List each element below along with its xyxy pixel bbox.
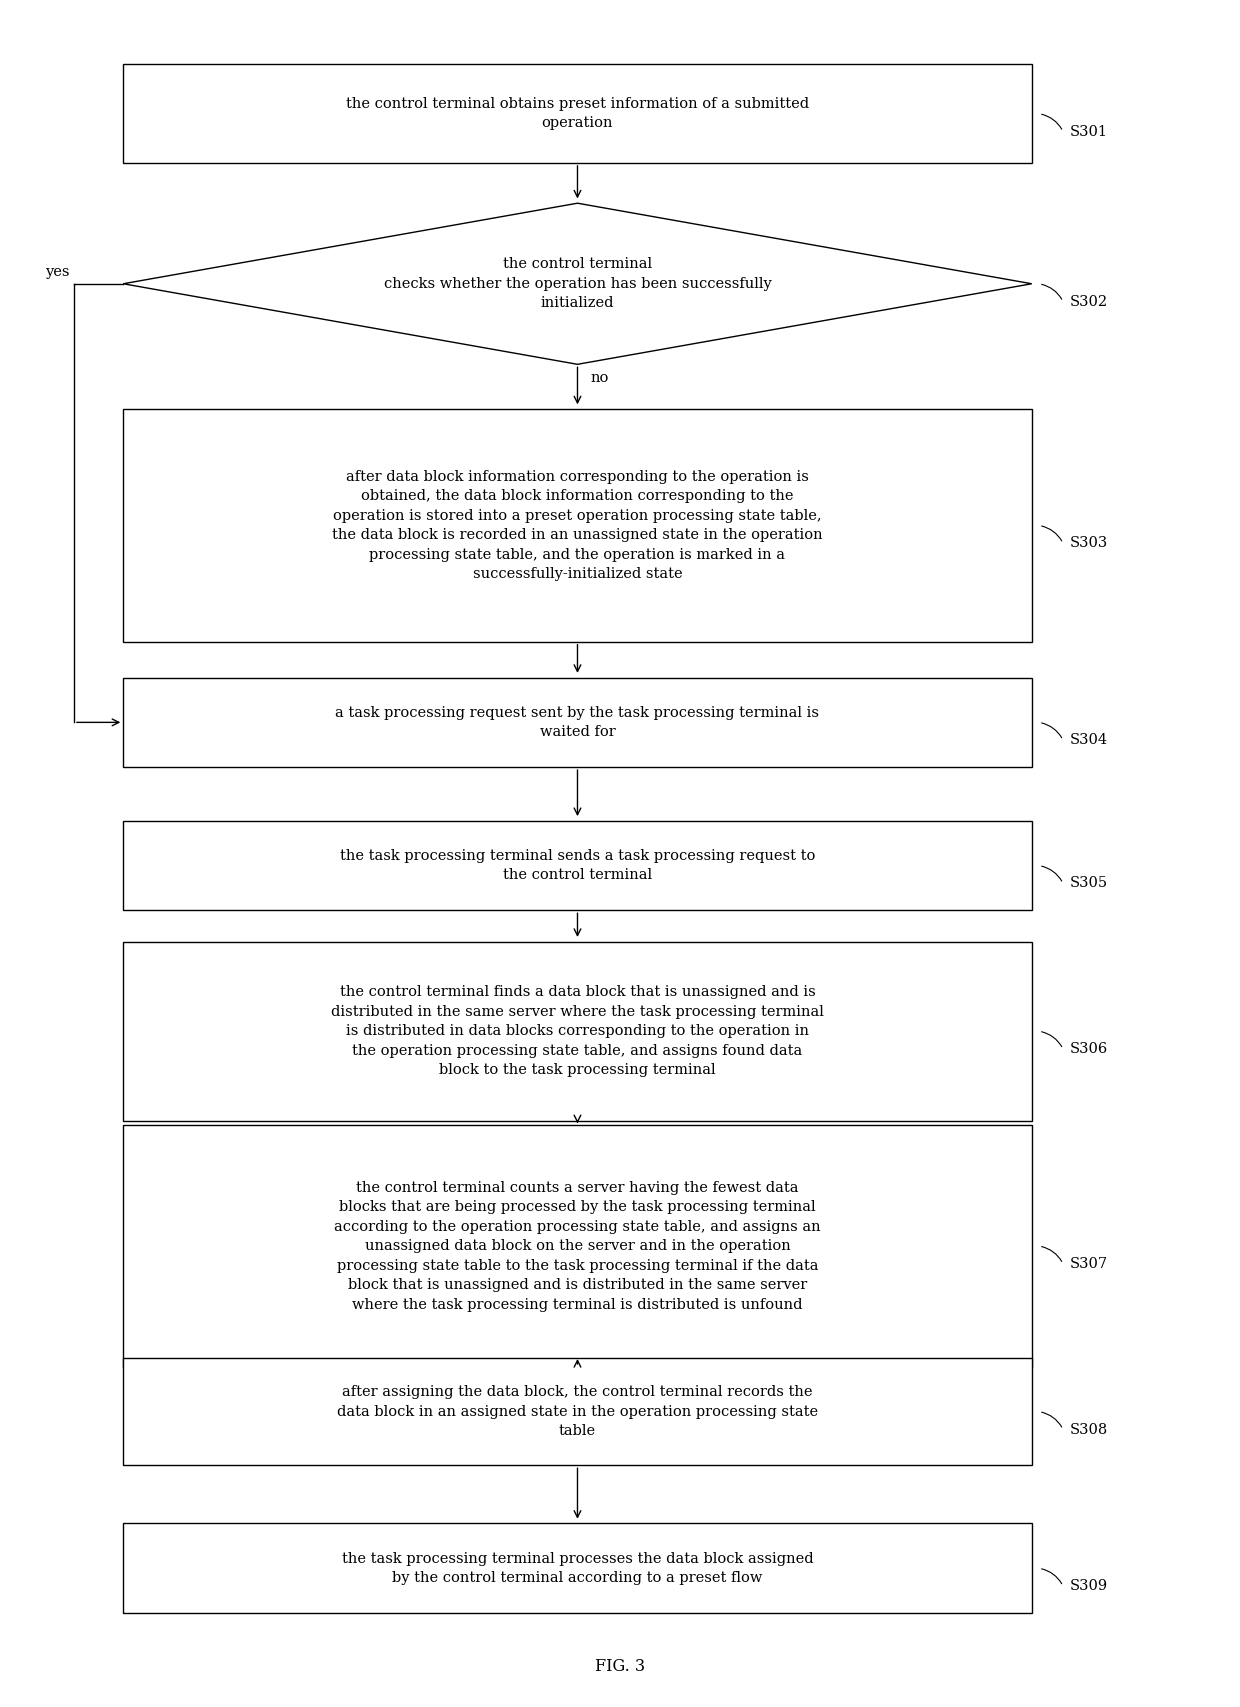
- Text: FIG. 3: FIG. 3: [595, 1657, 645, 1675]
- Text: the control terminal counts a server having the fewest data
blocks that are bein: the control terminal counts a server hav…: [334, 1181, 821, 1311]
- Text: the control terminal obtains preset information of a submitted
operation: the control terminal obtains preset info…: [346, 97, 808, 130]
- Text: after data block information corresponding to the operation is
obtained, the dat: after data block information correspondi…: [332, 469, 823, 580]
- Polygon shape: [123, 203, 1032, 364]
- Text: S306: S306: [1070, 1041, 1109, 1057]
- Bar: [123, 678, 1032, 766]
- Text: no: no: [591, 372, 609, 386]
- Bar: [123, 942, 1032, 1121]
- Bar: [123, 1357, 1032, 1465]
- Bar: [123, 1524, 1032, 1613]
- Text: the control terminal finds a data block that is unassigned and is
distributed in: the control terminal finds a data block …: [331, 985, 823, 1077]
- Bar: [123, 1125, 1032, 1367]
- Text: S309: S309: [1070, 1579, 1109, 1593]
- Text: S308: S308: [1070, 1422, 1109, 1437]
- Text: S304: S304: [1070, 734, 1109, 748]
- Text: the task processing terminal processes the data block assigned
by the control te: the task processing terminal processes t…: [342, 1552, 813, 1586]
- Text: S303: S303: [1070, 536, 1109, 550]
- Text: S305: S305: [1070, 876, 1109, 891]
- Bar: [123, 821, 1032, 910]
- Text: the task processing terminal sends a task processing request to
the control term: the task processing terminal sends a tas…: [340, 848, 815, 883]
- Text: S301: S301: [1070, 125, 1109, 138]
- Text: a task processing request sent by the task processing terminal is
waited for: a task processing request sent by the ta…: [336, 705, 820, 739]
- Text: the control terminal
checks whether the operation has been successfully
initiali: the control terminal checks whether the …: [383, 258, 771, 311]
- Bar: [123, 65, 1032, 162]
- Text: S302: S302: [1070, 295, 1109, 309]
- Text: after assigning the data block, the control terminal records the
data block in a: after assigning the data block, the cont…: [337, 1384, 818, 1437]
- Bar: [123, 410, 1032, 642]
- Text: S307: S307: [1070, 1256, 1109, 1272]
- Text: yes: yes: [45, 265, 69, 280]
